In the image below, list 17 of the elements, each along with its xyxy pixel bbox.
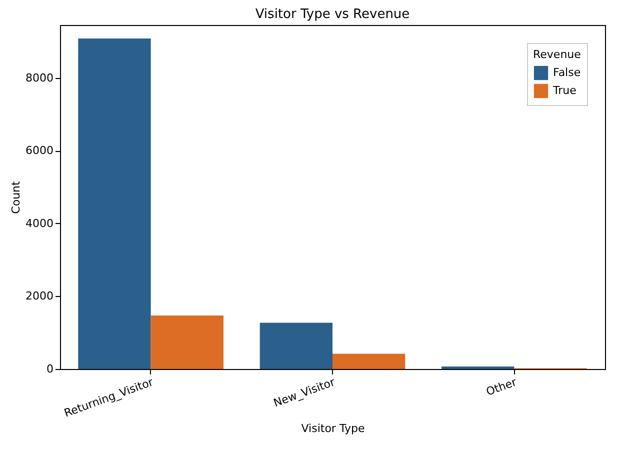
bar: [442, 366, 514, 369]
bar: [332, 354, 406, 369]
x-axis-title: Visitor Type: [301, 422, 365, 435]
legend-label: True: [552, 84, 577, 97]
y-tick-label: 8000: [26, 71, 54, 84]
y-tick-label: 2000: [26, 290, 54, 303]
legend-title: Revenue: [533, 48, 582, 61]
bar: [78, 38, 151, 369]
bar: [150, 315, 224, 369]
y-axis-title: Count: [10, 180, 23, 214]
y-tick-label: 4000: [26, 216, 54, 230]
chart-title: Visitor Type vs Revenue: [255, 7, 410, 22]
legend-label: False: [553, 66, 581, 79]
y-tick-label: 0: [46, 362, 54, 376]
bar: [260, 322, 332, 369]
x-tick-label: Other: [484, 375, 519, 398]
y-tick-label: 6000: [26, 144, 54, 158]
